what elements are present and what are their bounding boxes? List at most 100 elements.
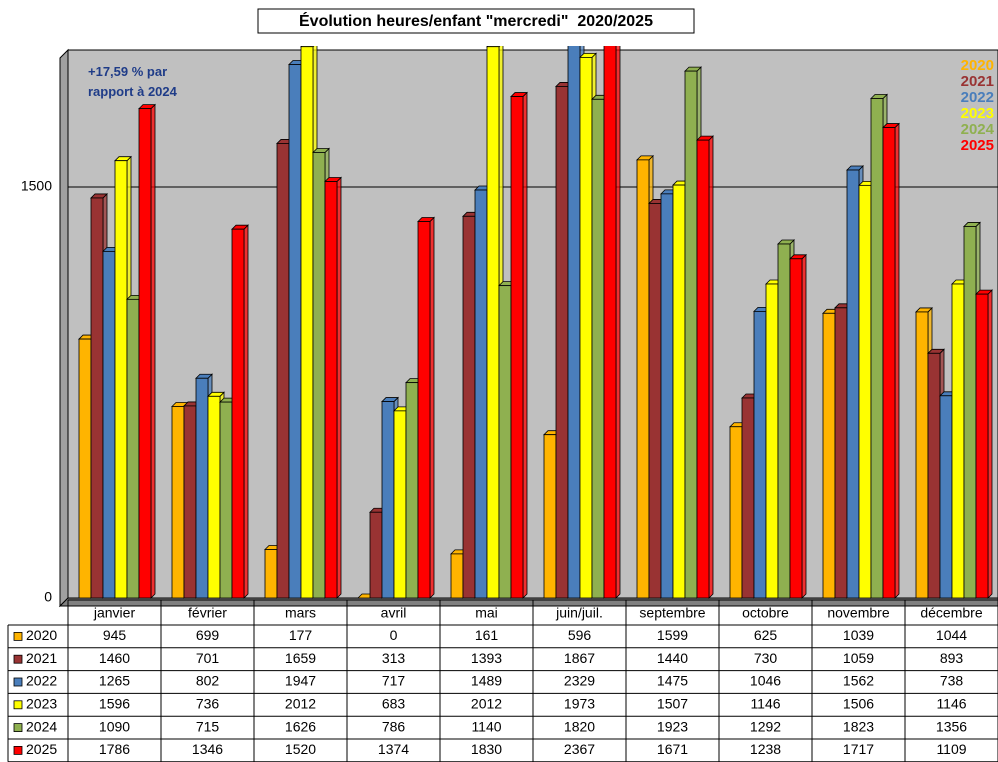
table-value: 1489 [471,673,502,689]
bar [498,285,512,599]
legend-swatch [13,700,23,710]
x-tick-label: septembre [639,605,705,621]
legend-label: 2022 [961,89,994,106]
x-tick-label: mars [285,605,316,621]
bar [288,64,302,599]
bar [405,382,419,599]
table-value: 1599 [657,627,688,643]
bar [300,46,314,599]
table-value: 1059 [843,650,874,666]
bar [765,283,779,599]
table-value: 2329 [564,673,595,689]
bar [927,352,941,599]
table-value: 1626 [285,718,316,734]
table-value: 945 [103,627,127,643]
bar [138,108,152,599]
bar [231,228,245,599]
bar [183,405,197,599]
bar [381,401,395,599]
bar-side [243,224,249,599]
legend-swatch [13,654,23,664]
table-value: 1460 [99,650,130,666]
table-value: 715 [196,718,220,734]
table-value: 1973 [564,696,595,712]
table-value: 1146 [936,696,966,712]
legend-swatch [13,746,23,755]
bar [834,307,848,599]
table-value: 1393 [471,650,502,666]
table-value: 738 [940,673,964,689]
bar [114,160,128,599]
bar [324,181,338,599]
table-value: 1506 [843,696,874,712]
bar [660,193,674,599]
side-wall [59,48,69,608]
bar [486,46,500,599]
bar [696,139,710,599]
table-value: 1044 [936,627,967,643]
x-tick-label: mai [475,605,498,621]
bar [219,401,233,599]
bar [963,226,977,599]
table-value: 1947 [285,673,316,689]
table-value: 1140 [471,718,501,734]
bar [207,395,221,599]
table-value: 1292 [750,718,781,734]
table-value: 2012 [285,696,316,712]
title-box [257,8,695,34]
bar [915,311,929,599]
table-value: 1507 [657,696,688,712]
bar [846,169,860,599]
table-value: 1109 [936,741,966,757]
table-value: 1717 [843,741,874,757]
table-value: 802 [196,673,220,689]
bar [975,293,989,599]
table-value: 1923 [657,718,688,734]
bar [858,184,872,599]
bar-side [987,289,993,599]
table-value: 1440 [657,650,688,666]
bar [543,434,557,599]
table-value: 1823 [843,718,874,734]
bar [822,312,836,599]
legend-label: 2025 [961,137,994,154]
x-tick-label: décembre [920,605,982,621]
bar [171,406,185,599]
bar [753,310,767,599]
bar [789,258,803,599]
bar [939,395,953,599]
bar [312,152,326,599]
legend-label: 2021 [961,73,994,90]
y-tick-label: 1500 [21,178,52,194]
table-value: 1659 [285,650,316,666]
table-value: 701 [196,650,220,666]
table-value: 683 [382,696,406,712]
table-value: 786 [382,718,406,734]
table-value: 1867 [564,650,595,666]
table-value: 1046 [750,673,781,689]
bar [195,377,209,599]
table-value: 161 [475,627,499,643]
table-value: 596 [568,627,592,643]
legend-swatch [13,723,23,732]
table-value: 1520 [285,741,316,757]
bar [591,98,605,599]
table-value: 1238 [750,741,781,757]
table-series-name: 2024 [26,718,57,734]
bar-side [429,216,435,599]
table-value: 1265 [99,673,130,689]
table-series-name: 2021 [26,650,57,666]
bar [276,143,290,599]
table-series-name: 2020 [26,627,57,643]
table-value: 1090 [99,718,130,734]
legend-swatch [13,632,23,641]
table-value: 1146 [750,696,780,712]
bar [603,46,617,599]
bar [417,221,431,599]
bar [951,283,965,599]
bar [567,46,581,599]
table-value: 2367 [564,741,595,757]
table-series-name: 2022 [26,673,57,689]
table-value: 893 [940,650,964,666]
